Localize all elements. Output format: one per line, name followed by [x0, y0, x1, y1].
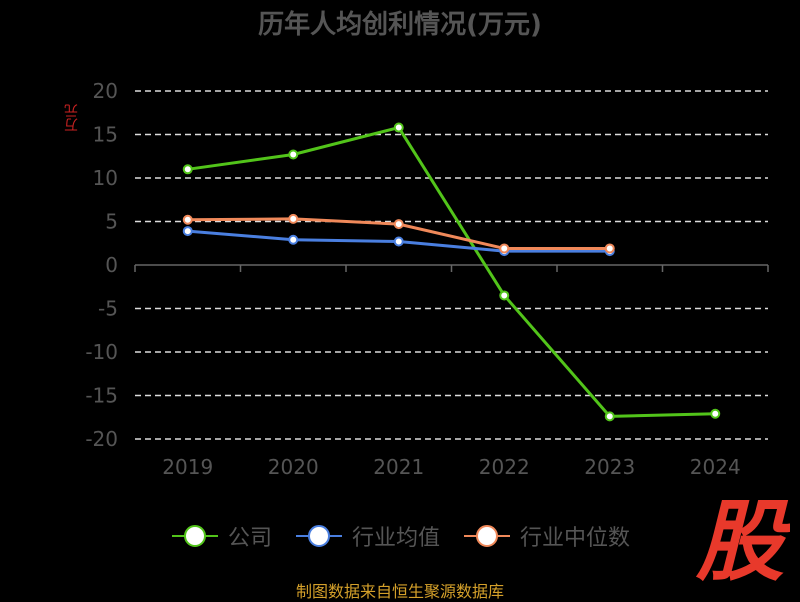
y-tick-label: -20 [85, 427, 118, 451]
data-point-0 [288, 149, 299, 160]
series-line-0 [187, 126, 716, 418]
legend-item-company[interactable]: 公司 [170, 520, 272, 552]
x-tick-label: 2020 [268, 455, 319, 479]
data-point-0 [710, 408, 721, 419]
chart-title: 历年人均创利情况(万元) [258, 10, 542, 40]
data-point-2 [288, 213, 299, 224]
data-point-1 [288, 234, 299, 245]
data-point-1 [182, 226, 193, 237]
y-tick-label: 15 [93, 123, 118, 147]
legend-label-industry-mean: 行业均值 [351, 526, 440, 551]
data-point-1 [393, 236, 404, 247]
legend-label-industry-median: 行业中位数 [520, 526, 631, 551]
data-point-2 [393, 219, 404, 230]
legend-item-industry-mean[interactable]: 行业均值 [294, 520, 440, 552]
legend-marker-industry-mean [295, 525, 342, 547]
legend-item-industry-median[interactable]: 行业中位数 [462, 520, 630, 552]
data-point-0 [393, 122, 404, 133]
data-point-2 [499, 243, 510, 254]
y-tick-label: 10 [93, 166, 118, 190]
data-point-2 [182, 214, 193, 225]
y-tick-label: 20 [93, 79, 118, 103]
y-tick-label: 5 [105, 210, 118, 234]
data-point-0 [182, 164, 193, 175]
y-tick-label: -15 [85, 384, 118, 408]
svg-text:股: 股 [695, 490, 790, 590]
data-point-0 [499, 290, 510, 301]
legend-marker-industry-median [464, 525, 510, 547]
x-tick-label: 2023 [584, 455, 635, 479]
x-tick-label: 2019 [162, 455, 213, 479]
data-source-note: 制图数据来自恒生聚源数据库 [295, 582, 504, 601]
data-point-0 [604, 411, 615, 422]
data-point-2 [604, 243, 615, 254]
legend-label-company: 公司 [227, 526, 272, 551]
x-tick-label: 2024 [690, 455, 741, 479]
y-tick-label: 0 [105, 253, 118, 277]
x-tick-label: 2021 [373, 455, 424, 479]
y-tick-label: -10 [85, 340, 118, 364]
gu-watermark-logo: 股 [695, 490, 790, 590]
x-tick-label: 2022 [479, 455, 530, 479]
y-tick-label: -5 [98, 297, 118, 321]
legend-marker-company [171, 525, 218, 547]
legend: 公司 行业均值 行业中位数 [0, 520, 800, 552]
